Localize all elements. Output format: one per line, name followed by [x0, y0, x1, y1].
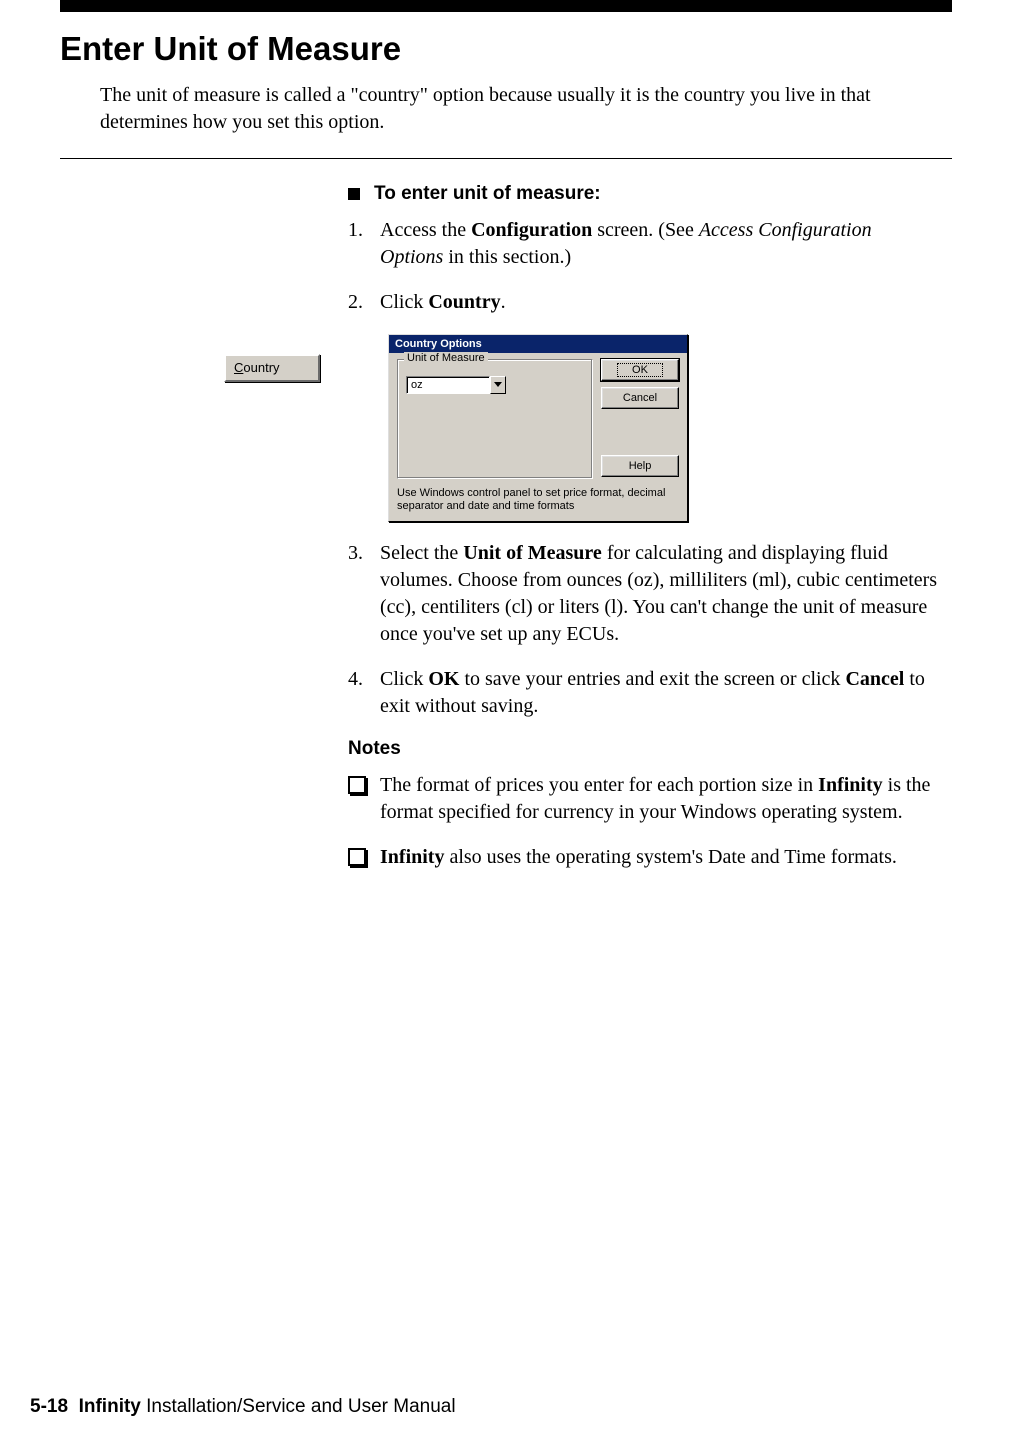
- procedure-steps-cont: 2. Click Country.: [348, 289, 938, 316]
- unit-dropdown[interactable]: oz: [406, 376, 506, 394]
- help-button-label: Help: [629, 460, 652, 472]
- procedure-heading: To enter unit of measure:: [348, 183, 938, 205]
- step-4: 4. Click OK to save your entries and exi…: [348, 666, 938, 720]
- page-title: Enter Unit of Measure: [60, 30, 952, 68]
- text-fragment: The format of prices you enter for each …: [380, 774, 818, 796]
- square-bullet-icon: [348, 188, 360, 200]
- checkbox-icon: [348, 776, 366, 794]
- procedure-steps: 1. Access the Configuration screen. (See…: [348, 217, 938, 271]
- step-number: 1.: [348, 217, 380, 271]
- footer-manual-title: Installation/Service and User Manual: [141, 1396, 456, 1417]
- note-2: Infinity also uses the operating system'…: [348, 844, 938, 871]
- button-spacer: [601, 415, 679, 449]
- dropdown-arrow-button[interactable]: [490, 376, 506, 394]
- cancel-button-label: Cancel: [623, 392, 657, 404]
- text-fragment: screen. (See: [592, 219, 699, 241]
- step-number: 3.: [348, 540, 380, 648]
- text-bold: Unit of Measure: [463, 542, 602, 564]
- procedure-heading-text: To enter unit of measure:: [374, 183, 601, 205]
- text-bold: OK: [428, 668, 459, 690]
- step-1: 1. Access the Configuration screen. (See…: [348, 217, 938, 271]
- step-number: 4.: [348, 666, 380, 720]
- note-text: Infinity also uses the operating system'…: [380, 844, 897, 871]
- content-columns: Country To enter unit of measure: 1. Acc…: [60, 183, 952, 889]
- text-bold: Country: [428, 291, 500, 313]
- step-3: 3. Select the Unit of Measure for calcul…: [348, 540, 938, 648]
- intro-paragraph: The unit of measure is called a "country…: [100, 82, 952, 136]
- note-1: The format of prices you enter for each …: [348, 772, 938, 826]
- text-fragment: Click: [380, 291, 428, 313]
- manual-page: Enter Unit of Measure The unit of measur…: [0, 0, 1012, 1444]
- text-fragment: Access the: [380, 219, 471, 241]
- note-text: The format of prices you enter for each …: [380, 772, 938, 826]
- dialog-screenshot: Country Options Unit of Measure oz: [388, 334, 938, 522]
- step-text: Click Country.: [380, 289, 506, 316]
- section-divider: [60, 158, 952, 159]
- dialog-hint-text: Use Windows control panel to set price f…: [389, 485, 687, 521]
- step-number: 2.: [348, 289, 380, 316]
- dialog-body: Unit of Measure oz OK: [389, 353, 687, 485]
- header-black-bar: [60, 0, 952, 12]
- dialog-titlebar: Country Options: [389, 335, 687, 353]
- text-fragment: Select the: [380, 542, 463, 564]
- ok-button-label: OK: [617, 363, 663, 377]
- checkbox-icon: [348, 848, 366, 866]
- page-footer: 5-18 Infinity Installation/Service and U…: [30, 1396, 456, 1418]
- text-bold: Infinity: [380, 846, 444, 868]
- step-2: 2. Click Country.: [348, 289, 938, 316]
- text-bold: Configuration: [471, 219, 592, 241]
- notes-heading: Notes: [348, 738, 938, 760]
- text-fragment: Click: [380, 668, 428, 690]
- footer-product-name: Infinity: [79, 1396, 141, 1417]
- country-button-accel: C: [234, 360, 243, 375]
- groupbox-legend: Unit of Measure: [404, 352, 488, 364]
- step-text: Select the Unit of Measure for calculati…: [380, 540, 938, 648]
- chevron-down-icon: [494, 382, 502, 388]
- cancel-button[interactable]: Cancel: [601, 387, 679, 409]
- dialog-button-column: OK Cancel Help: [601, 359, 679, 479]
- procedure-steps-cont2: 3. Select the Unit of Measure for calcul…: [348, 540, 938, 720]
- step-text: Access the Configuration screen. (See Ac…: [380, 217, 938, 271]
- country-button-rest: ountry: [243, 360, 279, 375]
- left-margin-column: Country: [60, 352, 320, 382]
- text-fragment: to save your entries and exit the screen…: [459, 668, 845, 690]
- country-options-dialog: Country Options Unit of Measure oz: [388, 334, 688, 522]
- footer-page-number: 5-18: [30, 1396, 68, 1417]
- text-fragment: in this section.): [443, 246, 571, 268]
- text-fragment: also uses the operating system's Date an…: [444, 846, 896, 868]
- country-button[interactable]: Country: [224, 354, 320, 382]
- ok-button[interactable]: OK: [601, 359, 679, 381]
- step-text: Click OK to save your entries and exit t…: [380, 666, 938, 720]
- dialog-title-text: Country Options: [395, 338, 482, 350]
- help-button[interactable]: Help: [601, 455, 679, 477]
- unit-dropdown-value: oz: [406, 376, 490, 394]
- unit-of-measure-groupbox: Unit of Measure oz: [397, 359, 593, 479]
- text-bold: Infinity: [818, 774, 882, 796]
- text-fragment: .: [501, 291, 506, 313]
- notes-list: The format of prices you enter for each …: [348, 772, 938, 871]
- right-content-column: To enter unit of measure: 1. Access the …: [348, 183, 938, 889]
- text-bold: Cancel: [845, 668, 904, 690]
